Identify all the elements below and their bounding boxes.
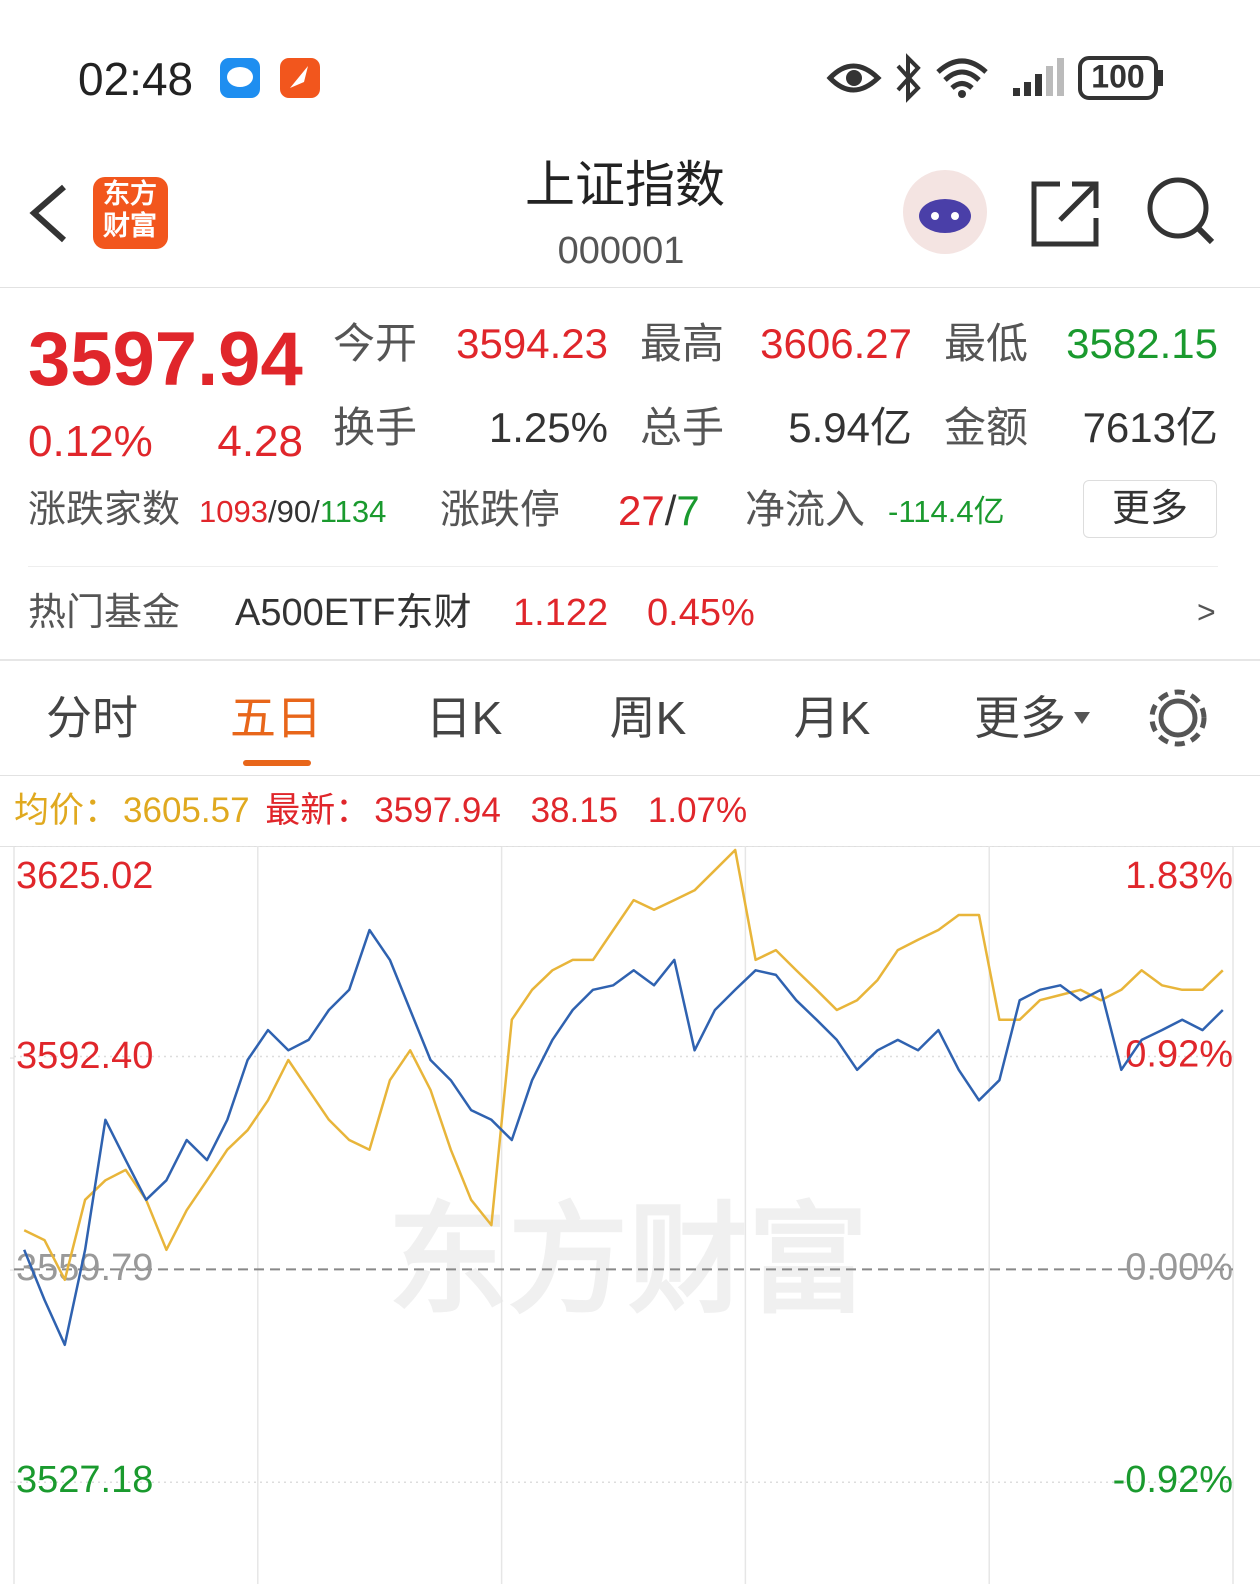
tab[interactable]: 分时 [46,692,138,744]
stat-label: 金额 [944,404,1029,451]
stat-label: 今开 [333,320,418,367]
tab[interactable]: 周K [609,692,687,744]
avg-value: 3605.57 [123,791,250,830]
limit-up: 27 [618,487,665,534]
stat-value: 7613亿 [1082,404,1218,451]
battery-level: 100 [1091,58,1144,94]
stat-value: 1.25% [488,404,608,451]
chart: 东方财富 1.83% 0.92% 0.00% -0.92% 3625.02 3592.40… [0,846,1260,1584]
tab[interactable]: 月K [793,692,871,744]
y2-tick-label: -0.92% [1113,1459,1233,1501]
limit-counts: 27/7 [618,490,700,532]
separator: / [267,494,277,529]
logo-text: 财富 [103,210,157,241]
header-icons: 东方 财富 [29,170,1215,254]
stat-value: 3606.27 [760,320,912,367]
net-flow: -114.4亿 [888,494,1005,529]
breadth-label: 涨跌家数 [28,489,181,531]
chart-info: 均价： 3605.57 最新： 3597.94 38.15 1.07% [14,793,747,828]
y-tick-label: 3625.02 [16,855,153,897]
breadth-counts: 1093/90/1134 [199,496,386,527]
tab[interactable]: 五日 [230,692,322,744]
status-time: 02:48 [78,53,194,105]
legend-label: 最新： [265,791,371,830]
y-tick-label: 3527.18 [16,1459,153,1501]
flow-label: 净流入 [745,488,865,532]
separator: / [664,487,677,534]
share-button[interactable] [1031,181,1099,247]
series-line [23,848,1224,1282]
change: 4.28 [217,417,303,466]
stat-label: 最高 [640,320,725,367]
stat-label: 总手 [640,404,725,451]
tab[interactable]: 更多 [974,692,1066,744]
latest-change-pct: 1.07% [647,791,748,830]
stock-code: 000001 [557,230,685,272]
stat-value: 5.94亿 [788,404,912,451]
flat-count: 90 [276,494,312,529]
y2-tick-label: 0.00% [1125,1246,1233,1288]
down-count: 1134 [319,494,387,529]
y2-tick-label: 1.83% [1125,855,1233,897]
logo-text: 东方 [103,178,157,209]
settings-button[interactable] [1158,698,1198,738]
status-icons: 100 [220,53,1163,103]
separator: / [311,494,320,529]
fund-price: 1.122 [513,592,609,634]
back-button[interactable] [29,184,67,243]
tab[interactable]: 日K [425,692,503,744]
stat-value: 3594.23 [456,320,608,367]
page-title: 上证指数 [525,157,725,213]
limit-label: 涨跌停 [440,488,560,532]
y-tick-label: 3592.40 [16,1035,153,1077]
watermark: 东方财富 [388,1194,868,1328]
tab-icons [243,689,1207,766]
search-button[interactable] [1147,177,1209,239]
stat-label: 最低 [944,320,1029,367]
legend-label: 均价： [14,791,120,830]
fund-name[interactable]: A500ETF东财 [235,592,472,634]
latest-value: 3597.94 [374,791,501,830]
last-price: 3597.94 [28,317,303,402]
fund-arrow[interactable]: > [1197,594,1216,630]
limit-down: 7 [676,487,700,534]
series-line [23,928,1224,1347]
change-pct: 0.12% [28,417,153,466]
fund-change: 0.45% [647,592,755,634]
stat-label: 换手 [333,404,418,451]
up-count: 1093 [199,494,268,529]
y2-tick-label: 0.92% [1125,1034,1233,1076]
stat-value: 3582.15 [1066,320,1218,367]
more-button[interactable]: 更多 [1083,480,1217,538]
latest-change: 38.15 [530,791,619,830]
fund-label: 热门基金 [28,592,181,634]
